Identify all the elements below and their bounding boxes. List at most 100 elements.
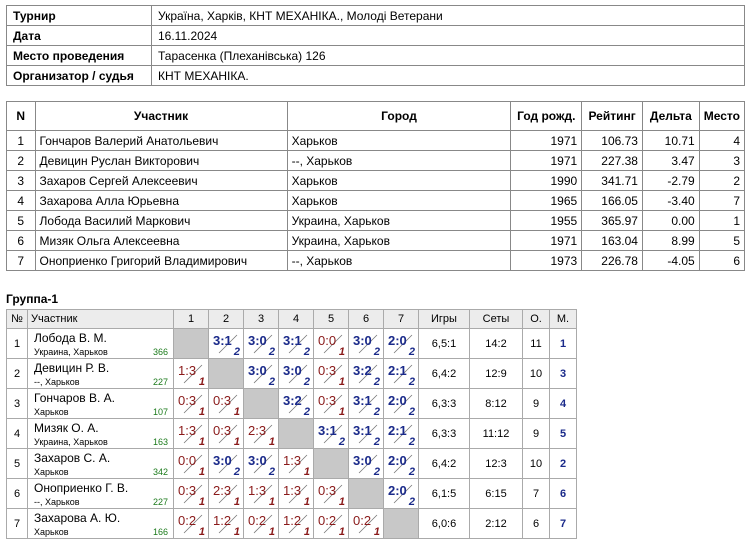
match-points: 2 [268,346,275,358]
group-place: 6 [549,478,577,509]
cell-year: 1971 [510,130,583,151]
divider-slash-icon [253,364,273,384]
group-player-cell: Девицин Р. В. --, Харьков 227 [27,358,174,389]
divider-slash-icon [323,424,343,444]
divider-slash-icon [288,394,308,414]
match-points: 1 [233,436,240,448]
match-points: 1 [338,496,345,508]
cell-delta: 8.99 [641,230,700,251]
match-cell: 2:0 2 [383,448,419,479]
player-city: Харьков [34,467,69,477]
divider-slash-icon [218,514,238,534]
cell-name: Лобода Василий Маркович [34,210,288,231]
match-score: 2:0 [388,393,407,408]
match-points: 2 [373,346,380,358]
match-score: 2:3 [248,423,267,438]
match-score: 0:2 [318,513,337,528]
group-row-n: 7 [6,508,28,539]
divider-slash-icon [323,484,343,504]
match-points: 1 [268,526,275,538]
divider-slash-icon [358,424,378,444]
cell-place: 5 [698,230,746,251]
cell-n: 4 [6,190,36,211]
match-cell: 0:2 1 [313,508,349,539]
match-points: 2 [373,406,380,418]
cell-place: 7 [698,190,746,211]
divider-slash-icon [393,364,413,384]
match-points: 2 [233,466,240,478]
divider-slash-icon [358,514,378,534]
match-cell: 0:2 1 [173,508,209,539]
tournament-info-table: Турнир Україна, Харків, КНТ МЕХАНІКА., Мо… [6,5,745,86]
divider-slash-icon [323,394,343,414]
cell-city: Харьков [286,190,512,211]
group-player-cell: Захарова А. Ю. Харьков 166 [27,508,174,539]
info-row: Дата 16.11.2024 [6,25,745,46]
cell-year: 1955 [510,210,583,231]
cell-name: Захарова Алла Юрьевна [34,190,288,211]
match-points: 1 [233,406,240,418]
col-header-birth-year: Год рожд. [510,101,583,131]
info-row: Организатор / судья КНТ МЕХАНІКА. [6,65,745,86]
info-row: Место проведения Тарасенка (Плеханівська)… [6,45,745,66]
match-score: 3:1 [318,423,337,438]
match-points: 1 [198,376,205,388]
match-points: 2 [408,496,415,508]
table-row: 6 Мизяк Ольга Алексеевна Украина, Харьков 1… [6,230,746,251]
match-points: 2 [408,406,415,418]
match-score: 0:2 [353,513,372,528]
match-cell: 0:3 1 [313,358,349,389]
match-score: 0:3 [213,393,232,408]
group-games: 6,4:2 [418,358,470,389]
info-key: Турнир [6,5,152,26]
match-points: 1 [303,526,310,538]
match-score: 0:2 [248,513,267,528]
group-games: 6,3:3 [418,418,470,449]
cell-delta: 10.71 [641,130,700,151]
group-player-cell: Гончаров В. А. Харьков 107 [27,388,174,419]
match-score: 3:2 [283,393,302,408]
match-points: 1 [198,496,205,508]
table-row: 2 Девицин Руслан Викторович --, Харьков 197… [6,150,746,171]
divider-slash-icon [218,334,238,354]
player-rating: 166 [152,527,168,537]
group-col-opponent: 3 [243,309,279,329]
divider-slash-icon [393,334,413,354]
cell-year: 1971 [510,230,583,251]
match-score: 1:3 [178,423,197,438]
self-match-cell [313,448,349,479]
player-rating: 227 [152,377,168,387]
divider-slash-icon [183,424,203,444]
match-cell: 1:3 1 [173,358,209,389]
group-points: 11 [522,328,550,359]
match-points: 2 [408,376,415,388]
player-name: Мизяк О. А. [34,421,99,435]
player-name: Гончаров В. А. [34,391,115,405]
group-sets: 11:12 [469,418,523,449]
results-header-row: N Участник Город Год рожд. Рейтинг Дельт… [6,101,746,131]
group-games: 6,5:1 [418,328,470,359]
match-points: 2 [338,436,345,448]
cell-name: Девицин Руслан Викторович [34,150,288,171]
match-cell: 3:0 2 [208,448,244,479]
cell-delta: 3.47 [641,150,700,171]
match-cell: 0:3 1 [313,388,349,419]
col-header-participant: Участник [34,101,288,131]
match-cell: 3:1 2 [348,418,384,449]
cell-n: 2 [6,150,36,171]
match-cell: 0:3 1 [208,418,244,449]
match-points: 2 [373,466,380,478]
match-score: 3:1 [283,333,302,348]
divider-slash-icon [323,334,343,354]
match-points: 2 [268,376,275,388]
group-row: 3 Гончаров В. А. Харьков 107 0:3 1 0:3 1 3:2 2 0:3… [6,388,577,419]
match-score: 0:0 [178,453,197,468]
group-row-n: 2 [6,358,28,389]
group-points: 10 [522,358,550,389]
match-cell: 3:2 2 [348,358,384,389]
group-player-cell: Захаров С. А. Харьков 342 [27,448,174,479]
divider-slash-icon [393,454,413,474]
player-name: Девицин Р. В. [34,361,110,375]
divider-slash-icon [253,334,273,354]
group-player-cell: Оноприенко Г. В. --, Харьков 227 [27,478,174,509]
